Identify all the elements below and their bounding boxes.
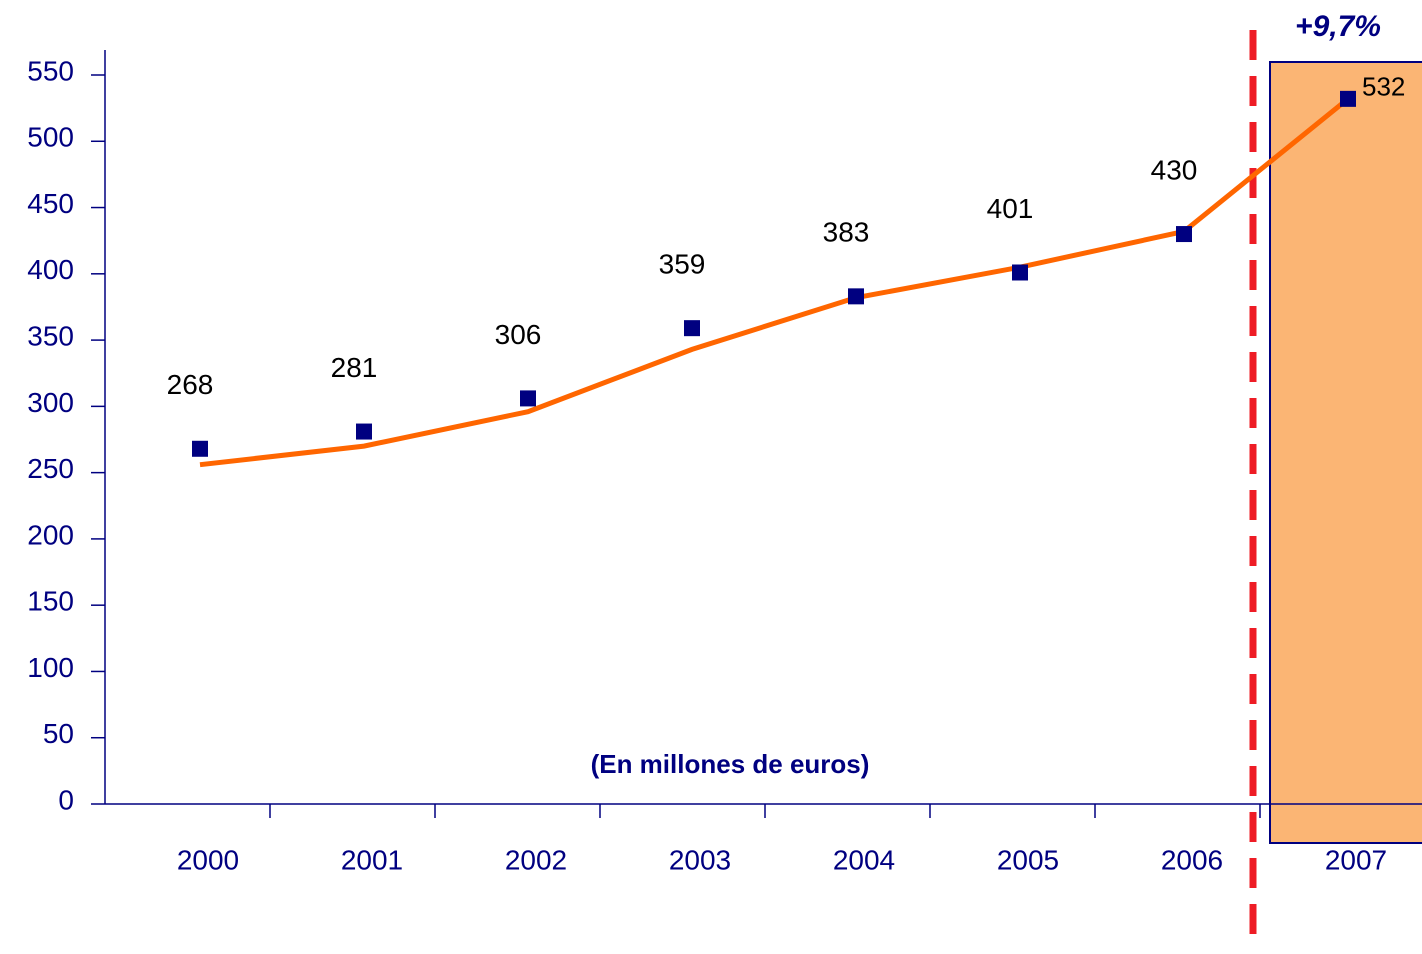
data-label: 401 (987, 193, 1034, 224)
y-tick-label: 50 (43, 718, 74, 749)
data-label: 281 (331, 352, 378, 383)
x-tick-label: 2002 (505, 844, 567, 875)
x-tick-label: 2006 (1161, 844, 1223, 875)
y-tick-label: 200 (27, 519, 74, 550)
data-label: 359 (659, 249, 706, 280)
axis-note: (En millones de euros) (591, 749, 870, 779)
data-label: 306 (495, 319, 542, 350)
y-tick-label: 100 (27, 652, 74, 683)
y-tick-label: 150 (27, 586, 74, 617)
y-tick-label: 300 (27, 387, 74, 418)
y-tick-label: 450 (27, 188, 74, 219)
marker (1340, 90, 1356, 107)
y-tick-label: 250 (27, 453, 74, 484)
data-label: 268 (167, 369, 214, 400)
marker (356, 423, 372, 440)
data-label: 532 (1362, 72, 1405, 102)
trend-line (199, 96, 1350, 468)
marker (684, 320, 700, 337)
y-tick-label: 400 (27, 254, 74, 285)
x-tick-label: 2007 (1325, 844, 1387, 875)
y-tick-label: 350 (27, 320, 74, 351)
x-tick-label: 2001 (341, 844, 403, 875)
highlight-box (1269, 61, 1422, 844)
y-tick-label: 500 (27, 122, 74, 153)
marker (848, 288, 864, 305)
x-tick-label: 2004 (833, 844, 895, 875)
x-tick-label: 2005 (997, 844, 1059, 875)
marker (192, 440, 208, 457)
marker (1012, 264, 1028, 281)
data-label: 383 (823, 217, 870, 248)
x-tick-label: 2000 (177, 844, 239, 875)
marker (1176, 226, 1192, 243)
annotation: +9,7% (1295, 10, 1381, 43)
y-tick-label: 550 (27, 55, 74, 86)
data-label: 430 (1151, 154, 1198, 185)
y-tick-label: 0 (58, 784, 74, 815)
x-tick-label: 2003 (669, 844, 731, 875)
marker (520, 390, 536, 407)
